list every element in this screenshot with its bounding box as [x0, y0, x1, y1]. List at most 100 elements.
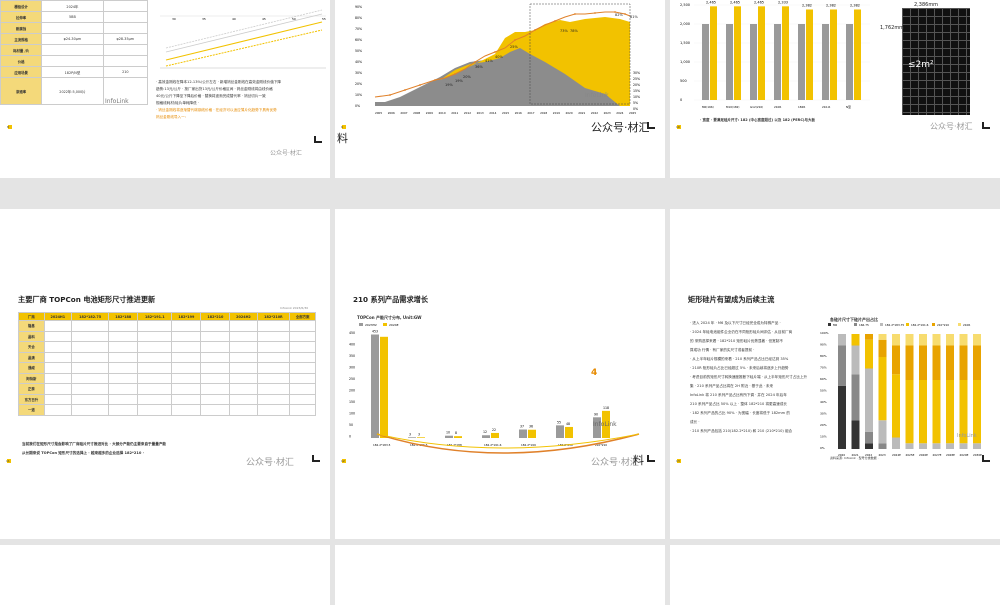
x-tick-label: 2030E: [973, 453, 982, 457]
stacked-segment: [878, 443, 887, 449]
slide-5[interactable]: 210 系列产品需求增长 TOPCon 产能尺寸分布, Unit:GW 2023…: [335, 209, 665, 539]
bar-label: 118: [603, 406, 609, 410]
stacked-segment: [919, 345, 927, 380]
table-cell: [70, 351, 110, 363]
table-cell: [108, 372, 139, 384]
table-cell: [43, 351, 72, 363]
slide-2[interactable]: 90% 80% 70% 60% 50% 40% 30% 20% 10% 0% 30% 25% 20% 1…: [335, 0, 665, 178]
x-tick-label: 2026E: [919, 453, 928, 457]
bullet-text: 规格线耗材/硅片单耗降低 ·: [156, 101, 200, 105]
stacked-segment: [919, 380, 927, 444]
x-tick-label: 2022: [591, 111, 598, 115]
bar-yellow: [758, 6, 765, 100]
slide-4[interactable]: 主要厂商 TOPCon 电池矩形尺寸推进更新 InfoLink 2023/6/3…: [0, 209, 330, 539]
column-header: 2024H2: [229, 312, 258, 321]
table-cell: 210: [102, 66, 149, 78]
slide-9[interactable]: [670, 545, 1000, 605]
y-tick-label: 80%: [820, 354, 827, 358]
bar-label: 2,465: [754, 0, 764, 4]
table-cell: [70, 320, 110, 332]
data-label: 19%: [445, 83, 453, 87]
y-tick-label: 20%: [355, 82, 362, 86]
note-text: 从长期来说 TOPCon 矩形尺寸的选择上 · 越来越多的企业选择 182*21…: [22, 451, 144, 455]
stacked-segment: [878, 357, 887, 421]
table-cell: [200, 362, 231, 374]
bullet-text: 集 · 210 系列产品占比将在 2H 附近 · 基于此 · 未来: [690, 384, 774, 388]
bar-label: 2,382: [826, 3, 836, 7]
page-marker: [677, 459, 681, 463]
table-cell: [200, 330, 231, 342]
y-tick-label: 250: [349, 377, 355, 381]
table-cell: [256, 372, 291, 384]
y2-tick-label: 30%: [633, 71, 640, 75]
page-number: 10: [676, 125, 680, 129]
highlight-value: 4: [591, 368, 598, 378]
stacked-segment: [973, 443, 981, 449]
topcon-capacity-bar-chart: 2023H2 2024E 450400350300250200150100500 …: [349, 323, 640, 454]
y2-tick-label: 25%: [633, 77, 640, 81]
table-row: 正泰: [18, 383, 316, 395]
table-cell: [137, 341, 173, 353]
x-tick-label: 210R: [774, 105, 781, 109]
legend-label: 182.2*183.75: [885, 323, 904, 327]
stacked-segment: [932, 345, 941, 380]
column-header: 厂商: [18, 312, 45, 321]
slide-1[interactable]: 栅极设计 2024年 拉伸率 5BB 耐腐蚀 主流规格 φ24-30μm φ28-35μm 耗材…: [0, 0, 330, 178]
y-tick-label: 350: [349, 354, 355, 358]
table-cell: [229, 351, 258, 363]
y-tick-label: 10%: [820, 435, 827, 439]
x-tick-label: 2023: [879, 453, 886, 457]
table-cell: 2024年: [41, 0, 104, 12]
stacked-segment: [932, 380, 941, 444]
row-label: 正泰: [18, 383, 45, 395]
x-tick-label: 2016: [515, 111, 522, 115]
data-label: 40%: [495, 55, 503, 59]
bullet-text: 40元/公斤下降至下降后价格 · 替换将逐渐完成替代率 · 钨丝切片一致: [156, 94, 266, 98]
y-tick-label: 300: [349, 366, 355, 370]
bullet-text: 成长 ·: [690, 420, 700, 424]
page-marker: [8, 125, 12, 129]
slide-3[interactable]: 2,500 2,000 1,500 1,000 500 0 2,465 M6(166) 2,4…: [670, 0, 1000, 178]
table-row: 价格: [0, 55, 149, 67]
table-cell: [137, 330, 173, 342]
y-tick-label: 90%: [355, 5, 362, 9]
x-tick-label: 2020: [838, 453, 845, 457]
y-tick-label: 70%: [820, 366, 827, 370]
stacked-segment: [959, 345, 968, 380]
table-cell: [41, 55, 104, 67]
x-tick-label: 2012: [464, 111, 471, 115]
slide-6[interactable]: 矩形硅片有望成为后续主流 · 进入 2024 年 · M6 及以下尺寸已经完全成…: [670, 209, 1000, 539]
bar-label: 2,465: [730, 0, 740, 4]
stacked-segment: [878, 420, 887, 444]
stacked-segment: [838, 385, 846, 449]
x-tick-label: M10(182): [726, 105, 740, 109]
slide-8[interactable]: [335, 545, 665, 605]
table-cell: [229, 383, 258, 395]
table-cell: [200, 341, 231, 353]
bar-label: 37: [520, 424, 524, 428]
table-cell: [43, 393, 72, 405]
page-marker: [342, 459, 346, 463]
legend-label: 182.2*191.6: [911, 323, 929, 327]
row-label: 阿特斯: [18, 372, 45, 384]
row-label: 渗透率: [0, 77, 43, 105]
slide-title: 矩形硅片有望成为后续主流: [688, 295, 775, 304]
table-cell: [289, 372, 316, 384]
x-tick-label: 210*210: [595, 443, 607, 447]
bar-label: 3: [418, 432, 420, 436]
stacked-segment: [959, 380, 968, 444]
table-row: 通威: [18, 362, 316, 374]
column-header: 182*182.75: [70, 312, 110, 321]
y-tick-label: 20%: [820, 423, 827, 427]
table-cell: [137, 404, 173, 416]
y-tick-label: 90%: [820, 343, 827, 347]
slide-7[interactable]: [0, 545, 330, 605]
legend-label: 210R: [963, 323, 970, 327]
x-tick-label: 2018: [540, 111, 547, 115]
bar-gray: [846, 24, 853, 100]
chart-source: 资料来源: InfoLink · 型号分类数据 ·: [830, 456, 879, 460]
row-label: 拉伸率: [0, 11, 43, 23]
y-tick-label: 0%: [355, 104, 360, 108]
slide-3-note: · 宽度 · 要满足硅片尺寸: 182 (中心宽度超过) 以及 182 (PER…: [700, 118, 816, 122]
y2-tick-label: 0%: [633, 107, 638, 111]
